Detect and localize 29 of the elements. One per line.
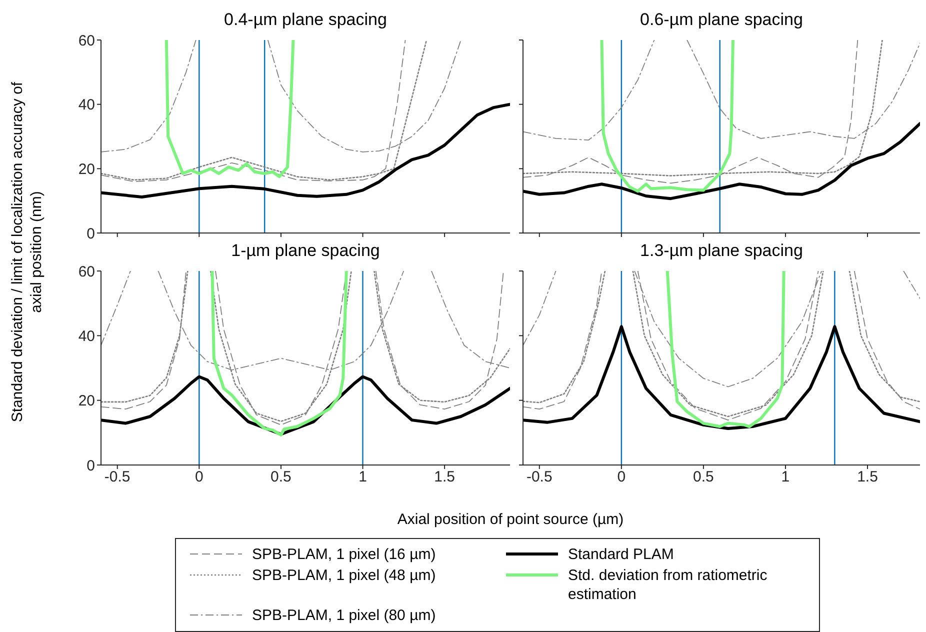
y-tick-label: 20	[78, 160, 95, 178]
x-tick-label: 0	[617, 468, 626, 486]
legend-label: SPB-PLAM, 1 pixel (48 µm)	[252, 566, 437, 585]
x-tick-label: 1	[358, 468, 367, 486]
y-axis-title: Standard deviation / limit of localization accuracy of axial position (nm)	[8, 80, 46, 424]
y-tick-label: 40	[78, 328, 95, 345]
chart-title: 1.3-µm plane spacing	[639, 241, 804, 261]
chart-title: 1-µm plane spacing	[230, 241, 381, 261]
legend-label: SPB-PLAM, 1 pixel (80 µm)	[252, 606, 437, 625]
x-tick-label: 0.5	[693, 468, 714, 486]
legend-label: Standard PLAM	[568, 545, 675, 564]
y-tick-label: 60	[78, 263, 95, 280]
x-tick-label: -0.5	[526, 468, 552, 486]
y-tick-label: 0	[86, 225, 95, 242]
x-tick-label: 0	[194, 468, 204, 486]
legend-label: SPB-PLAM, 1 pixel (16 µm)	[252, 545, 437, 564]
y-tick-label: 60	[78, 32, 95, 50]
legend-label: Std. deviation from ratiometric estimation	[568, 566, 768, 604]
x-tick-label: 1	[781, 468, 790, 486]
y-tick-label: 40	[78, 96, 95, 114]
chart-title: 0.4-µm plane spacing	[223, 10, 388, 30]
chart-title: 0.6-µm plane spacing	[639, 10, 804, 30]
x-tick-label: 1.5	[434, 468, 455, 486]
x-tick-label: -0.5	[104, 468, 130, 486]
y-tick-label: 0	[86, 457, 95, 474]
x-tick-label: 1.5	[857, 468, 878, 486]
y-tick-label: 20	[78, 392, 95, 410]
x-tick-label: 0.5	[270, 468, 292, 486]
x-axis-title: Axial position of point source (µm)	[396, 511, 625, 528]
